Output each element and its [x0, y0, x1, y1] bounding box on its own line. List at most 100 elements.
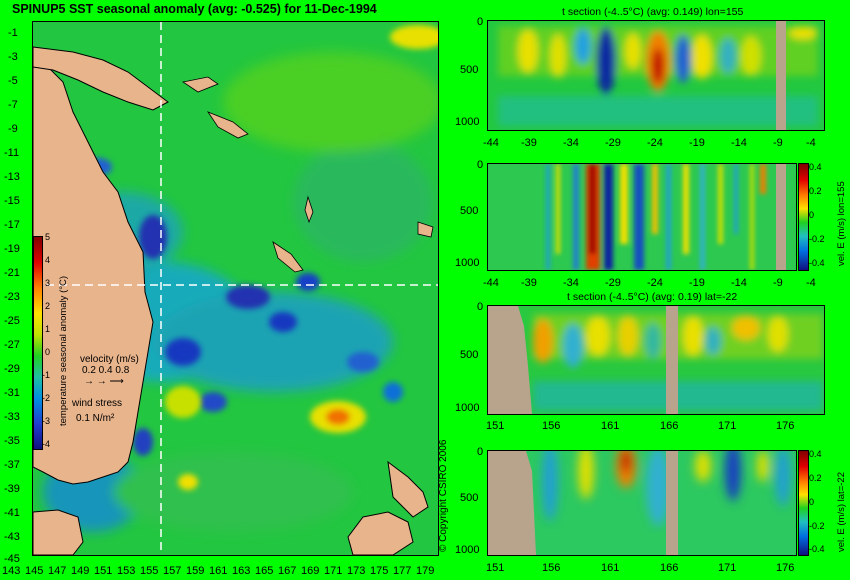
x-tick: -19: [689, 277, 705, 289]
x-tick: -24: [647, 277, 663, 289]
x-tick: 155: [140, 565, 159, 577]
x-tick: 161: [601, 420, 620, 432]
sst-anomaly-field: [33, 22, 438, 555]
x-tick: 156: [542, 562, 561, 574]
y-tick: 500: [460, 492, 479, 504]
panel3-y-axis: 0 500 1000: [455, 301, 485, 416]
cb-tick: 3: [45, 278, 51, 288]
map-x-axis: 143 145 147 149 151 153 155 157 159 161 …: [2, 565, 442, 579]
y-tick: -35: [4, 435, 20, 447]
cb-tick: 0.4: [809, 162, 822, 172]
panel4-section: [487, 450, 797, 556]
x-tick: 157: [163, 565, 182, 577]
wind-label: wind stress: [72, 398, 123, 409]
cb-tick: -3: [42, 416, 51, 426]
cb-tick: -2: [42, 393, 51, 403]
panel4-colorbar: [798, 450, 809, 556]
copyright-text: © Copyright CSIRO 2006: [438, 439, 449, 552]
cb-tick: -0.4: [809, 258, 825, 268]
x-tick: 161: [601, 562, 620, 574]
y-tick: -21: [4, 267, 20, 279]
y-tick: -37: [4, 459, 20, 471]
y-tick: 1000: [455, 116, 480, 128]
y-tick: -11: [4, 147, 20, 159]
x-tick: 145: [25, 565, 44, 577]
panel1-y-axis: 0 500 1000: [455, 16, 485, 131]
panel4-y-axis: 0 500 1000: [455, 446, 485, 561]
velocity-arrows-icon: → → ⟶: [84, 376, 124, 387]
x-tick: -44: [483, 137, 499, 149]
panel2-side-label: vel. E (m/s) lon=155: [836, 181, 847, 266]
y-tick: -31: [4, 387, 20, 399]
y-tick: 1000: [455, 257, 480, 269]
wind-legend: wind stress 0.1 N/m²: [72, 398, 152, 424]
x-tick: -34: [563, 277, 579, 289]
x-tick: 161: [209, 565, 228, 577]
panel4-x-axis: 151 156 161 166 171 176: [486, 562, 826, 576]
sst-anomaly-map: [32, 21, 439, 556]
y-tick: 0: [477, 16, 484, 28]
y-tick: 0: [477, 301, 484, 313]
map-title: SPINUP5 SST seasonal anomaly (avg: -0.52…: [12, 2, 377, 16]
cb-tick: 0: [45, 347, 51, 357]
x-tick: -34: [563, 137, 579, 149]
x-tick: 147: [48, 565, 67, 577]
y-tick: 500: [460, 205, 479, 217]
y-tick: -9: [8, 123, 18, 135]
x-tick: 151: [94, 565, 113, 577]
y-tick: -45: [4, 553, 20, 565]
x-tick: -39: [521, 277, 537, 289]
velocity-legend: velocity (m/s) 0.2 0.4 0.8 → → ⟶: [80, 354, 160, 387]
x-tick: 156: [542, 420, 561, 432]
panel1-x-axis: -44 -39 -34 -29 -24 -19 -14 -9 -4: [483, 137, 823, 151]
cb-tick: 0.4: [809, 449, 822, 459]
panel2-section: [487, 163, 797, 271]
x-tick: -19: [689, 137, 705, 149]
x-tick: 143: [2, 565, 21, 577]
x-tick: 175: [370, 565, 389, 577]
cb-tick: -4: [42, 439, 51, 449]
y-tick: -39: [4, 483, 20, 495]
cb-tick: -0.2: [809, 521, 825, 531]
y-tick: -33: [4, 411, 20, 423]
x-tick: -9: [773, 277, 783, 289]
panel3-x-axis: 151 156 161 166 171 176: [486, 420, 826, 434]
map-y-axis: -1 -3 -5 -7 -9 -11 -13 -15 -17 -19 -21 -…: [0, 21, 30, 565]
y-tick: 500: [460, 64, 479, 76]
x-tick: 176: [776, 562, 795, 574]
panel2-colorbar: [798, 163, 809, 271]
x-tick: -14: [731, 277, 747, 289]
x-tick: -39: [521, 137, 537, 149]
cb-tick: 1: [45, 324, 51, 334]
cb-tick: 0: [809, 210, 815, 220]
panel3-title: t section (-4..5°C) (avg: 0.19) lat=-22: [567, 291, 738, 303]
velocity-label: velocity (m/s): [80, 354, 139, 365]
x-tick: 163: [232, 565, 251, 577]
panel2-x-axis: -44 -39 -34 -29 -24 -19 -14 -9 -4: [483, 277, 823, 291]
panel4-colorbar-ticks: 0.4 0.2 0 -0.2 -0.4: [809, 449, 839, 559]
y-tick: -43: [4, 531, 20, 543]
y-tick: -19: [4, 243, 20, 255]
wind-value: 0.1 N/m²: [76, 413, 115, 424]
x-tick: 167: [278, 565, 297, 577]
x-tick: 151: [486, 562, 505, 574]
y-tick: -5: [8, 75, 18, 87]
y-tick: -27: [4, 339, 20, 351]
y-tick: -13: [4, 171, 20, 183]
x-tick: -44: [483, 277, 499, 289]
x-tick: 151: [486, 420, 505, 432]
x-tick: 166: [660, 562, 679, 574]
x-tick: 171: [324, 565, 343, 577]
panel2-y-axis: 0 500 1000: [455, 159, 485, 274]
colorbar-ticks: 5 4 3 2 1 0 -1 -2 -3 -4: [42, 232, 65, 452]
x-tick: -4: [806, 137, 816, 149]
panel1-title: t section (-4..5°C) (avg: 0.149) lon=155: [562, 6, 744, 18]
x-tick: 166: [660, 420, 679, 432]
x-tick: -4: [806, 277, 816, 289]
y-tick: -17: [4, 219, 20, 231]
x-tick: 169: [301, 565, 320, 577]
cb-tick: 0: [809, 497, 815, 507]
x-tick: 177: [393, 565, 412, 577]
x-tick: -29: [605, 137, 621, 149]
x-tick: -29: [605, 277, 621, 289]
